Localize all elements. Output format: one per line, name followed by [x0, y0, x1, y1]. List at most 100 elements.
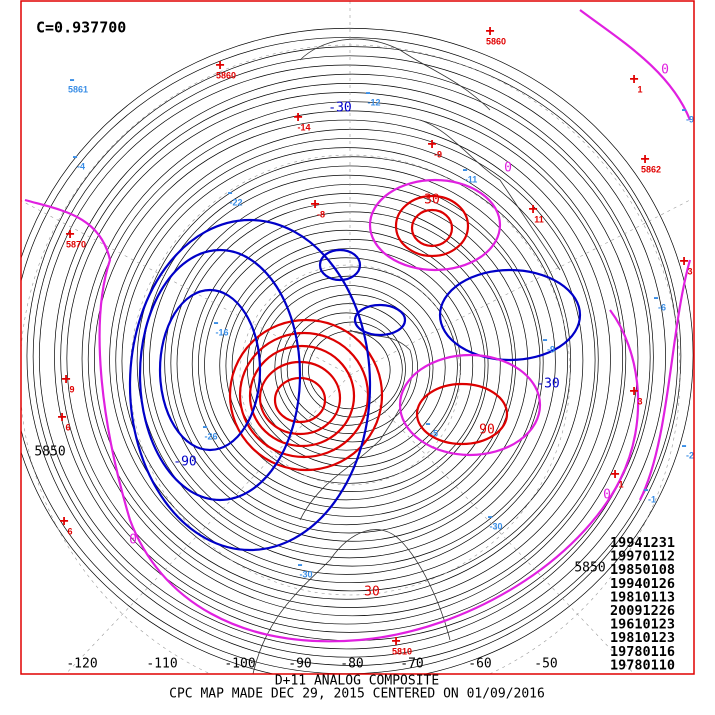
analog-date: 19970112	[610, 549, 675, 565]
contour-label: -30	[328, 101, 351, 116]
marker-sign: +	[679, 253, 688, 270]
height-contour	[286, 312, 406, 426]
contour-label: 5850	[574, 561, 605, 576]
contour	[410, 208, 454, 248]
height-contour	[231, 257, 461, 476]
analog-date: 19850108	[610, 562, 675, 578]
height-contour	[109, 128, 596, 592]
marker-value: -2	[686, 450, 694, 460]
longitude-label: -100	[224, 657, 255, 672]
station-marker: --9	[542, 331, 555, 354]
station-marker: --2	[681, 437, 694, 460]
analog-date: 19780110	[610, 657, 675, 673]
marker-value: 1	[618, 479, 623, 489]
station-marker: --30	[487, 508, 502, 531]
height-contour	[81, 101, 623, 617]
contour	[24, 198, 640, 643]
marker-value: 9	[69, 384, 74, 394]
analog-date: 19610123	[610, 617, 675, 633]
height-contour	[60, 82, 639, 633]
latitude-circle	[239, 264, 461, 486]
height-contour	[21, 28, 694, 674]
coastline	[252, 329, 451, 674]
station-marker: +6	[59, 513, 72, 536]
contour-label: 0	[504, 161, 512, 176]
station-marker: --16	[213, 314, 228, 337]
map-labels: -120 -110 -100 -90 -80 -70 -60 -50585058500000-…	[34, 23, 694, 671]
contour	[579, 9, 692, 501]
marker-value: -9	[686, 114, 694, 124]
station-marker: +5860	[485, 23, 506, 46]
marker-sign: +	[640, 151, 649, 168]
height-contour	[274, 294, 431, 443]
footer-title: D+11 ANALOG COMPOSITE	[275, 674, 439, 689]
station-marker: +5860	[215, 57, 236, 80]
height-contour	[87, 110, 611, 608]
station-marker: --4	[72, 148, 85, 171]
contour	[138, 248, 302, 502]
marker-sign: +	[485, 23, 494, 40]
height-contour	[302, 321, 403, 418]
marker-sign: +	[61, 371, 70, 388]
station-marker: +5810	[391, 633, 412, 656]
height-contour	[115, 138, 584, 584]
contour-label: 5850	[34, 445, 65, 460]
marker-value: 5861	[68, 84, 88, 94]
contour-label: 0	[129, 533, 137, 548]
station-marker: -5861	[68, 71, 88, 94]
station-marker: +-8	[310, 196, 325, 219]
marker-sign: -	[487, 508, 492, 525]
height-contour	[308, 330, 391, 410]
contour	[415, 382, 509, 446]
negative-contours	[128, 218, 582, 552]
marker-sign: -	[425, 415, 430, 432]
longitude-label: -90	[288, 657, 311, 672]
analog-date: 19940126	[610, 576, 675, 592]
station-marker: --1	[643, 481, 656, 504]
station-marker: --6	[653, 289, 666, 312]
marker-value: 5862	[641, 164, 661, 174]
station-marker: --22	[227, 184, 242, 207]
zero-contours	[24, 9, 692, 643]
positive-contours	[228, 194, 509, 472]
analog-date: 19780116	[610, 644, 675, 660]
contour	[128, 218, 372, 552]
marker-sign: -	[69, 71, 74, 88]
marker-value: 1	[637, 84, 642, 94]
meridian	[349, 374, 635, 674]
marker-sign: -	[213, 314, 218, 331]
height-contour	[176, 202, 517, 526]
marker-value: -9	[434, 149, 442, 159]
marker-value: 5810	[392, 646, 412, 656]
station-marker: --9	[681, 101, 694, 124]
height-contour	[204, 229, 489, 501]
analog-date: 20091226	[610, 603, 675, 619]
marker-value: 5860	[216, 70, 236, 80]
marker-sign: -	[681, 437, 686, 454]
marker-sign: +	[293, 109, 302, 126]
height-contour	[136, 156, 568, 567]
contour	[398, 353, 542, 457]
longitude-label: -80	[340, 657, 363, 672]
marker-value: 5860	[486, 36, 506, 46]
station-marker: --5	[425, 415, 438, 438]
coastlines	[252, 38, 561, 674]
contour	[228, 318, 384, 472]
marker-sign: +	[629, 383, 638, 400]
footer-made: CPC MAP MADE DEC 29, 2015 CENTERED ON 01…	[169, 687, 545, 702]
marker-value: -30	[299, 569, 312, 579]
contour-label: -90	[173, 455, 196, 470]
contour-label: 0	[603, 488, 611, 503]
marker-sign: +	[65, 226, 74, 243]
marker-value: -26	[204, 431, 217, 441]
longitude-label: -60	[468, 657, 491, 672]
marker-value: -1	[648, 494, 656, 504]
contour-label: -30	[536, 377, 559, 392]
marker-value: 3	[687, 266, 692, 276]
marker-value: -8	[317, 209, 325, 219]
contour	[248, 344, 356, 448]
marker-sign: +	[310, 196, 319, 213]
station-marker: +6	[57, 409, 70, 432]
